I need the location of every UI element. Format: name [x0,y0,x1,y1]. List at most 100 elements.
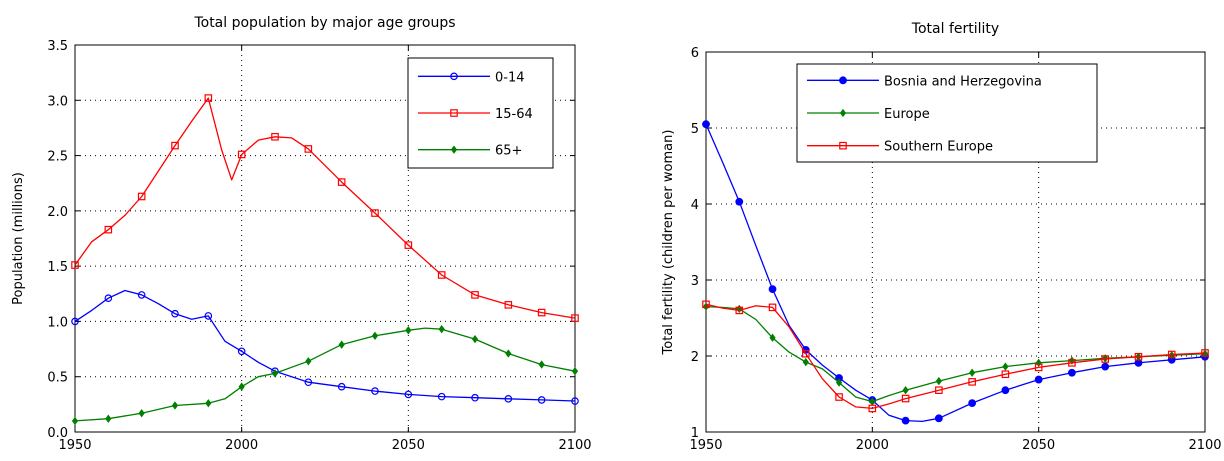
data-point [271,132,279,141]
series-15-64 [71,94,579,322]
data-point [768,285,777,294]
data-point [835,393,843,401]
y-tick-label: 3 [691,274,699,289]
data-point [1001,386,1010,395]
data-point [171,141,179,150]
legend-label: 0-14 [495,70,525,85]
data-point [404,241,413,249]
y-tick-label: 2.0 [47,205,68,220]
series-europe [702,302,1209,406]
series-southern-europe [702,300,1209,413]
data-point [1034,363,1043,372]
x-tick-label: 2050 [1022,438,1055,453]
data-point [205,399,212,408]
legend-marker [839,108,847,118]
legend-marker [450,145,458,154]
legend-marker [450,72,458,81]
chart-title: Total population by major age groups [193,15,455,31]
data-point [504,395,513,403]
data-point [1101,362,1110,371]
data-point [505,349,512,358]
data-point [204,312,213,320]
data-point [337,382,346,391]
data-point [1134,352,1143,361]
data-point [271,369,279,378]
y-tick-label: 2 [691,350,699,365]
y-tick-label: 4 [691,198,699,213]
data-point [801,349,810,358]
chart-2: 1950 2000 2050 2100 1 2 3 4 5 6 Total fertility Tot… [661,21,1222,453]
legend-label: Bosnia and Herzegovina [884,74,1042,89]
series-line [74,289,576,402]
data-point [835,378,843,387]
data-point [204,94,213,102]
data-point [171,401,179,410]
data-point [304,378,313,387]
data-point [702,300,710,309]
x-tick-label: 2100 [558,438,591,453]
data-point [371,331,379,340]
data-point [171,309,179,318]
data-point [305,357,312,366]
legend: Bosnia and Herzegovina Europe Southern Eur… [796,63,1098,163]
data-point [71,261,79,269]
data-point [105,414,112,423]
data-point [338,340,345,349]
x-tick-label: 2000 [856,438,889,453]
series-bosnia-and-herzegovina [702,120,1209,425]
data-point [138,409,145,418]
data-point [768,303,777,312]
data-point [405,326,412,335]
data-point [868,404,877,413]
data-point [137,192,146,201]
data-point [404,390,413,399]
y-axis-label: Population (millions) [11,172,26,305]
data-point [1068,359,1076,367]
series-line [705,303,1206,410]
data-point [471,393,479,402]
y-tick-label: 0.5 [47,371,68,386]
y-tick-label: 1.5 [47,260,68,275]
data-point [968,399,977,408]
y-tick-label: 2.5 [47,150,68,165]
data-point [537,396,546,404]
data-point [968,378,976,386]
data-point [337,178,346,186]
data-point [371,209,379,217]
series-line [705,123,1206,423]
data-point [702,120,710,129]
data-point [1101,355,1110,363]
data-point [237,347,246,356]
data-point [571,397,579,405]
legend-marker [839,141,847,150]
data-point [769,333,776,342]
data-point [437,271,446,279]
y-tick-label: 3.5 [47,39,68,54]
data-point [438,324,445,334]
legend-label: Europe [884,107,930,122]
data-point [537,308,546,317]
data-point [504,301,513,309]
legend-label: 15-64 [495,107,533,122]
data-point [104,225,113,234]
data-point [571,367,579,376]
chart-title: Total fertility [911,21,999,37]
legend: 0-14 15-64 65+ [407,57,554,169]
data-point [71,416,79,426]
data-point [304,145,313,153]
data-point [735,197,744,206]
data-point [538,360,545,369]
chart-1: 1950 2000 2050 2100 0.0 0.5 1.0 1.5 2.0 2.5 3.0 3.5… [11,15,592,453]
y-tick-label: 0.0 [47,426,68,441]
data-point [901,394,910,403]
data-point [71,317,79,326]
data-point [902,386,909,395]
data-point [935,376,942,386]
y-axis-label: Total fertility (children per woman) [661,130,676,356]
data-point [471,334,479,344]
data-point [137,291,146,299]
series-65- [71,324,579,426]
data-point [104,294,113,303]
data-point [371,387,379,395]
x-tick-label: 2100 [1188,438,1221,453]
